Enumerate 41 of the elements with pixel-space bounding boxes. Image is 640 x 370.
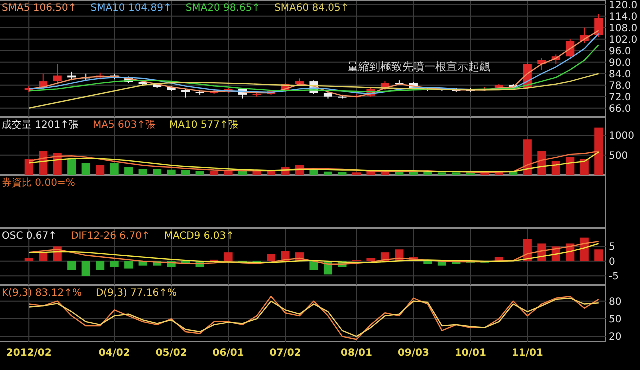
series-label: K(9,3) 83.12↑%: [2, 288, 82, 299]
y-tick-label: 50: [609, 314, 622, 326]
y-tick-label: 500: [609, 150, 628, 162]
y-tick-label: 108.0: [609, 23, 638, 34]
y-tick-label: 96.0: [609, 46, 632, 58]
y-tick-label: 66.0: [609, 104, 632, 115]
y-tick-label: 1000: [609, 131, 634, 142]
x-tick-label: 04/02: [98, 348, 130, 359]
y-tick-label: -5: [609, 272, 619, 283]
text: 券資比 0.00=%: [2, 177, 76, 189]
y-tick-label: 5: [609, 242, 616, 254]
text: SMA20 98.65↑: [186, 3, 261, 14]
text: SMA5 106.50↑: [2, 3, 77, 14]
y-tick-label: 72.0: [609, 92, 632, 104]
x-tick-label: 07/02: [270, 348, 302, 359]
text: MA10 577↑張: [170, 120, 238, 131]
x-tick-label: 10/01: [454, 348, 486, 359]
x-tick-label: 05/02: [156, 348, 188, 359]
text: SMA10 104.89↑: [90, 3, 172, 14]
y-tick-label: 0: [609, 256, 616, 268]
text: D(9,3) 77.16↑%: [96, 288, 178, 299]
y-tick-label: 80: [609, 296, 622, 308]
y-tick-label: 102.0: [609, 34, 638, 46]
y-tick-label: 78.0: [609, 80, 632, 92]
x-tick-label: 11/01: [512, 348, 544, 359]
annotation: 量縮到極致先噴一根宣示起飆: [348, 60, 491, 74]
series-label: MACD9 6.03↑: [164, 231, 234, 242]
text: SMA60 84.05↑: [274, 3, 350, 14]
y-tick-label: 90.0: [609, 58, 632, 69]
x-tick-label: 09/03: [398, 348, 430, 359]
x-tick-label: 06/01: [212, 348, 244, 359]
series-label: OSC 0.67↑: [2, 231, 58, 242]
text: 成交量 1201↑張: [2, 119, 80, 131]
y-tick-label: 20: [609, 332, 622, 344]
x-tick-label: 08/01: [340, 348, 373, 359]
y-tick-label: 84.0: [609, 69, 632, 80]
y-tick-label: 114.0: [609, 12, 638, 23]
y-tick-label: 120.0: [609, 0, 638, 12]
series-label: DIF12-26 6.70↑: [71, 231, 150, 242]
text: MA5 603↑張: [93, 120, 156, 131]
x-tick-label: 2012/02: [6, 348, 52, 359]
